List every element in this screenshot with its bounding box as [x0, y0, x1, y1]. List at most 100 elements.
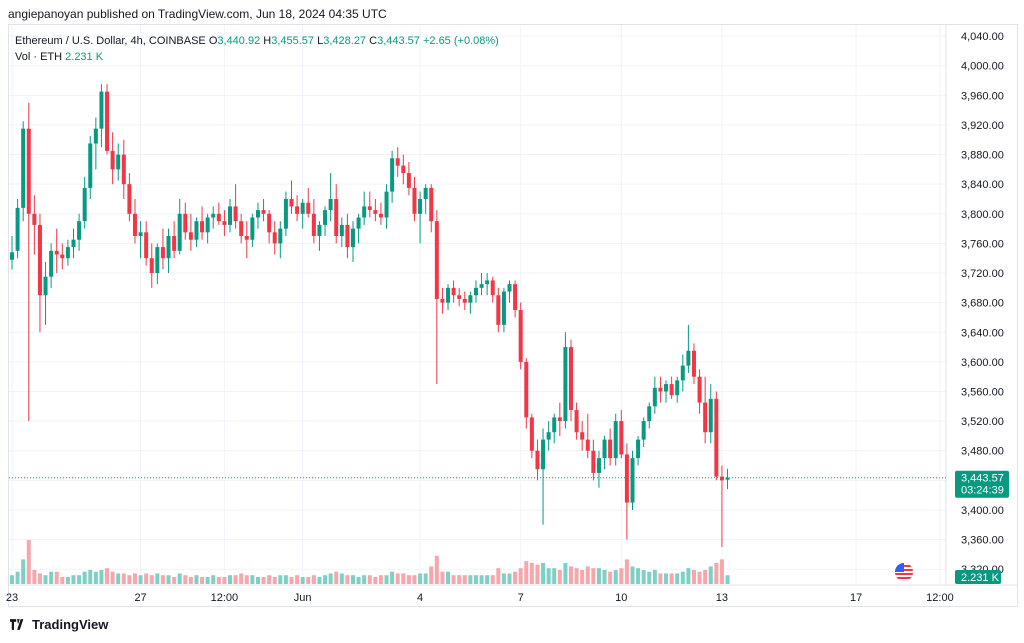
footer-brand[interactable]: TradingView: [32, 617, 109, 632]
volume-bar: [43, 575, 48, 584]
volume-bar: [691, 569, 696, 584]
candle-body: [10, 252, 14, 260]
y-tick-label: 3,680.00: [961, 298, 1004, 310]
symbol-description[interactable]: Ethereum / U.S. Dollar, 4h, COINBASE: [15, 35, 206, 47]
candle-body: [339, 224, 344, 237]
candle-body: [557, 417, 562, 422]
publisher-header: angiepanoyan published on TradingView.co…: [8, 7, 387, 21]
volume-bar: [328, 573, 333, 584]
candle-body: [473, 287, 478, 296]
candle-body: [328, 198, 333, 211]
candle-body: [468, 295, 473, 303]
candle-body: [563, 347, 568, 422]
candle-body: [529, 417, 534, 451]
volume-bar: [462, 575, 467, 584]
volume-bar: [725, 575, 730, 584]
volume-bar: [166, 575, 171, 584]
candle-body: [664, 384, 669, 392]
volume-label[interactable]: Vol · ETH: [15, 51, 63, 63]
volume-bar: [686, 568, 691, 584]
volume-bar: [362, 575, 367, 584]
us-flag-icon[interactable]: [893, 561, 915, 583]
volume-bar: [10, 575, 14, 584]
candle-body: [719, 476, 724, 481]
volume-bar: [390, 571, 395, 584]
candle-body: [691, 350, 696, 377]
candle-body: [496, 295, 501, 325]
volume-bar: [501, 573, 506, 584]
volume-bar: [88, 569, 93, 584]
candle-body: [233, 206, 238, 222]
volume-bar: [228, 575, 233, 584]
y-tick-label: 3,400.00: [961, 505, 1004, 517]
low-value: 3,428.27: [323, 35, 367, 47]
candle-body: [71, 239, 76, 248]
volume-bar: [339, 573, 344, 584]
volume-bar: [378, 575, 383, 584]
volume-bar: [300, 576, 305, 584]
candle-body: [295, 206, 300, 214]
y-tick-label: 3,600.00: [961, 357, 1004, 369]
volume-bar: [524, 561, 529, 584]
volume-bar: [647, 571, 652, 584]
candle-body: [356, 217, 361, 229]
volume-bar: [608, 571, 613, 584]
volume-bar: [239, 573, 244, 584]
low-label: L: [317, 35, 324, 47]
volume-bar: [580, 569, 585, 584]
volume-bar: [669, 573, 674, 584]
volume-bar: [518, 568, 523, 584]
volume-bar: [563, 562, 568, 584]
x-tick-label: 10: [615, 592, 627, 604]
volume-bar: [496, 568, 501, 584]
candle-body: [283, 198, 288, 229]
candle-body: [211, 213, 216, 218]
volume-bar: [99, 569, 104, 584]
x-tick-label: 27: [134, 592, 146, 604]
volume-bar: [334, 571, 339, 584]
x-tick-label: Jun: [294, 592, 312, 604]
volume-bar: [244, 575, 249, 584]
y-tick-label: 3,520.00: [961, 416, 1004, 428]
volume-bar: [636, 568, 641, 584]
candle-body: [602, 439, 607, 459]
volume-bar: [233, 575, 238, 584]
candle-body: [412, 187, 417, 214]
candle-body: [15, 207, 20, 251]
candle-body: [535, 450, 540, 470]
volume-bar: [457, 575, 462, 584]
volume-bar: [37, 573, 42, 584]
y-tick-label: 3,640.00: [961, 327, 1004, 339]
volume-bar: [149, 575, 154, 584]
candle-body: [708, 398, 713, 433]
y-tick-label: 3,720.00: [961, 268, 1004, 280]
y-tick-label: 3,840.00: [961, 179, 1004, 191]
volume-bar: [77, 575, 82, 584]
ohlc-row: Ethereum / U.S. Dollar, 4h, COINBASE O3,…: [15, 33, 499, 49]
candle-body: [630, 458, 635, 503]
candle-body: [323, 210, 328, 225]
volume-bar: [188, 576, 193, 584]
volume-bar: [144, 573, 149, 584]
volume-bar: [541, 562, 546, 584]
close-label: C: [369, 35, 378, 47]
candle-body: [362, 206, 367, 218]
candle-body: [596, 458, 601, 473]
volume-bar: [412, 575, 417, 584]
candle-body: [267, 213, 272, 233]
y-tick-label: 4,040.00: [961, 31, 1004, 43]
y-tick-label: 3,880.00: [961, 150, 1004, 162]
volume-bar: [205, 576, 210, 584]
candle-body: [406, 173, 411, 188]
candle-body: [624, 454, 629, 503]
volume-bar: [93, 571, 98, 584]
volume-bar: [697, 571, 702, 584]
candle-body: [418, 198, 423, 214]
candle-body: [60, 254, 65, 259]
candle-body: [446, 287, 451, 303]
volume-bar: [311, 575, 316, 584]
candle-body: [619, 421, 624, 455]
candle-body: [585, 439, 590, 451]
candle-body: [177, 213, 182, 251]
